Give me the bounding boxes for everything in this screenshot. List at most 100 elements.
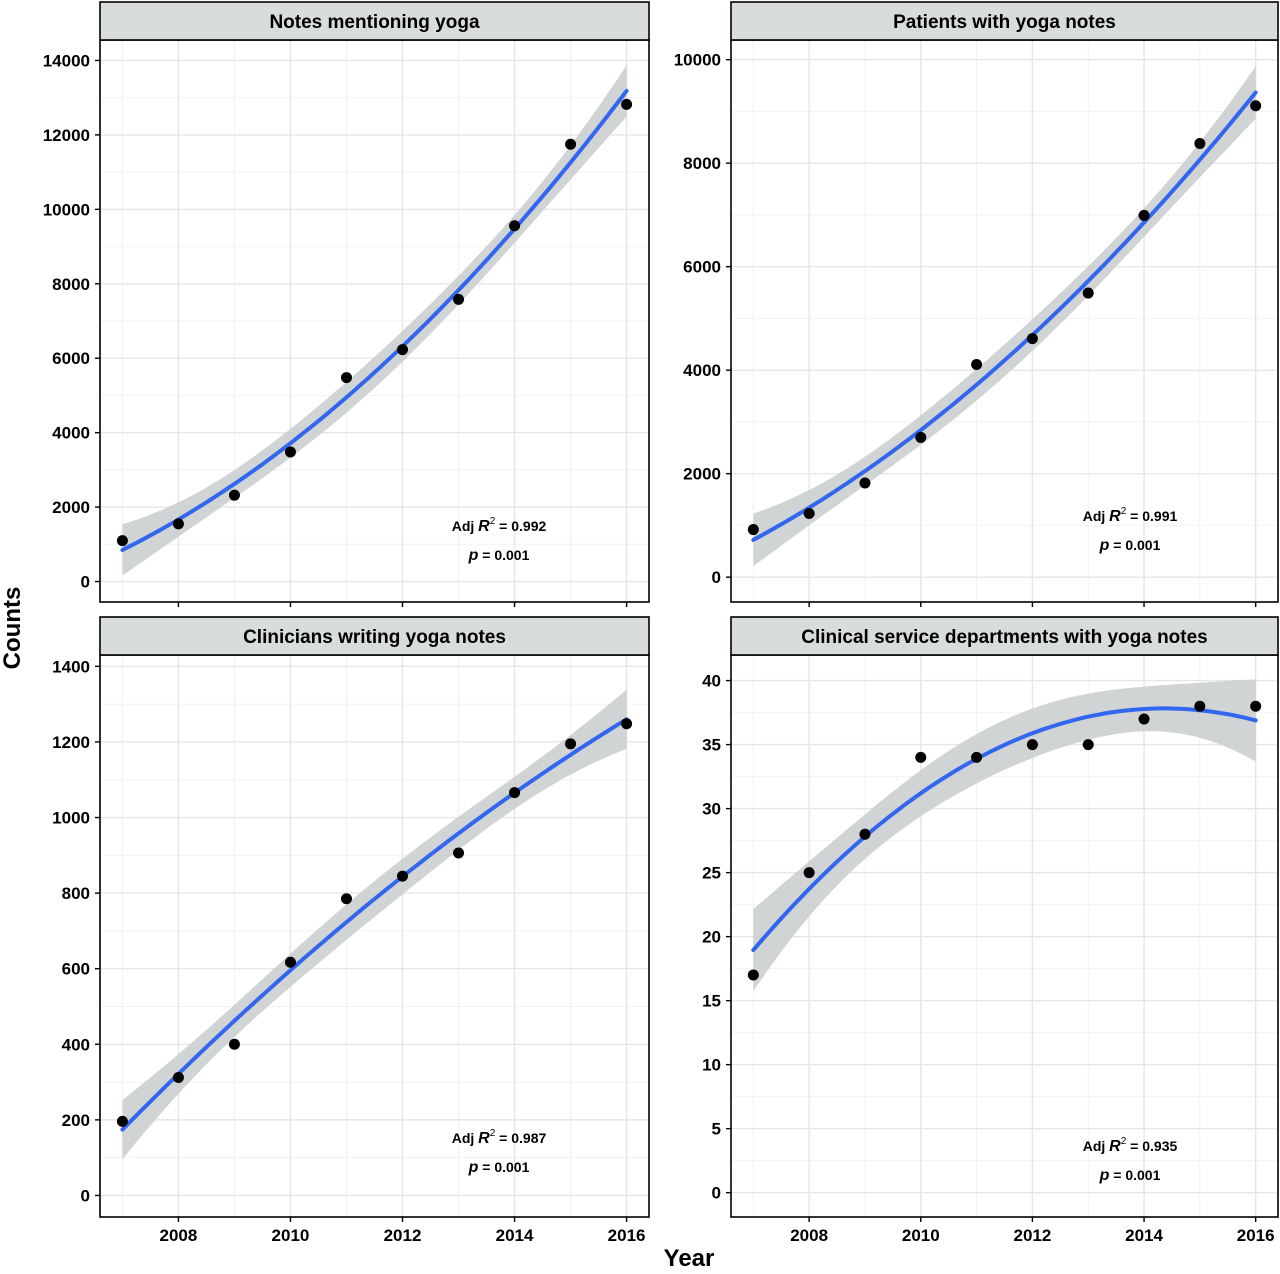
data-point [1250, 700, 1262, 712]
data-point [859, 828, 871, 840]
data-point [453, 293, 465, 305]
r2-value: = 0.987 [495, 1130, 546, 1146]
p-value: = 0.001 [1109, 537, 1160, 553]
data-point [1194, 700, 1206, 712]
y-tick-label: 4000 [52, 424, 90, 443]
y-tick-label: 800 [62, 884, 90, 903]
data-point [1250, 100, 1262, 112]
data-point [565, 138, 577, 150]
r2-label: Adj [452, 1130, 478, 1146]
data-point [509, 787, 521, 799]
y-tick-label: 400 [62, 1035, 90, 1054]
x-tick-label: 2012 [384, 1226, 422, 1245]
fit-line [120, 717, 629, 1132]
fit-line [751, 90, 1258, 542]
r2-label: Adj [1083, 1138, 1109, 1154]
y-tick-label: 6000 [52, 349, 90, 368]
panel-2: Patients with yoga notes 0 2000 4000 6000 800… [674, 1, 1279, 607]
panel-4: Clinical service departments with yoga n… [702, 616, 1279, 1245]
y-tick-label: 4000 [683, 361, 721, 380]
strip-background [730, 616, 1279, 656]
p-annotation: p = 0.001 [468, 1159, 530, 1176]
data-point [509, 220, 521, 232]
y-tick-label: 2000 [683, 465, 721, 484]
p-value: = 0.001 [478, 1159, 529, 1175]
y-tick-label: 8000 [52, 275, 90, 294]
panel-1: Notes mentioning yoga 0 2000 4000 6000 8000 10… [43, 1, 650, 607]
y-tick-label: 15 [702, 992, 721, 1011]
x-tick-label: 2008 [790, 1226, 828, 1245]
strip-background [730, 1, 1279, 41]
data-point [621, 98, 633, 110]
data-point [565, 738, 577, 750]
data-point [172, 518, 184, 530]
data-point [1138, 209, 1150, 221]
data-point [971, 358, 983, 370]
data-point [116, 535, 128, 547]
x-tick-label: 2010 [902, 1226, 940, 1245]
y-tick-label: 14000 [43, 51, 90, 70]
p-value: = 0.001 [1109, 1167, 1160, 1183]
data-point [915, 751, 927, 763]
x-tick-label: 2016 [608, 1226, 646, 1245]
r2-exponent: 2 [1121, 1136, 1127, 1147]
strip-background [99, 616, 650, 656]
r2-symbol: R [1109, 1138, 1121, 1155]
data-point [116, 1115, 128, 1127]
p-symbol: p [1099, 1167, 1110, 1184]
y-tick-label: 30 [702, 800, 721, 819]
r2-exponent: 2 [1121, 506, 1127, 517]
p-symbol: p [468, 1159, 479, 1176]
strip-background [99, 1, 650, 41]
x-tick-label: 2016 [1237, 1226, 1275, 1245]
x-tick-label: 2014 [1125, 1226, 1163, 1245]
r2-exponent: 2 [490, 1128, 496, 1139]
data-point [803, 867, 815, 879]
confidence-band [122, 689, 627, 1160]
y-tick-label: 10000 [674, 51, 721, 70]
p-symbol: p [1099, 537, 1110, 554]
r2-label: Adj [452, 518, 478, 534]
data-point [747, 524, 759, 536]
y-tick-label: 0 [712, 568, 721, 587]
confidence-band [753, 66, 1256, 567]
data-point [1082, 739, 1094, 751]
panel-3: Clinicians writing yoga notes 0 200 400 600 8… [52, 616, 650, 1245]
y-tick-label: 8000 [683, 154, 721, 173]
r2-label: Adj [1083, 508, 1109, 524]
data-point [340, 893, 352, 905]
y-tick-label: 20 [702, 928, 721, 947]
x-tick-label: 2012 [1013, 1226, 1051, 1245]
data-point [1138, 713, 1150, 725]
data-point [228, 1038, 240, 1050]
y-tick-label: 12000 [43, 126, 90, 145]
y-tick-label: 6000 [683, 258, 721, 277]
p-symbol: p [468, 547, 479, 564]
data-point [971, 751, 983, 763]
data-point [397, 344, 409, 356]
data-point [453, 847, 465, 859]
data-point [747, 969, 759, 981]
r2-symbol: R [478, 518, 490, 535]
r2-annotation: Adj R2 = 0.987 [452, 1128, 547, 1147]
y-tick-label: 35 [702, 736, 721, 755]
p-annotation: p = 0.001 [468, 547, 530, 564]
y-tick-label: 25 [702, 864, 721, 883]
r2-symbol: R [478, 1130, 490, 1147]
y-tick-label: 0 [712, 1184, 721, 1203]
data-point [284, 446, 296, 458]
x-tick-label: 2014 [496, 1226, 534, 1245]
data-point [621, 718, 633, 730]
r2-value: = 0.935 [1126, 1138, 1177, 1154]
y-tick-label: 1200 [52, 733, 90, 752]
data-point [803, 508, 815, 520]
panel-title: Notes mentioning yoga [269, 12, 480, 33]
data-point [1082, 287, 1094, 299]
panel-title: Clinical service departments with yoga n… [801, 627, 1208, 648]
x-tick-label: 2010 [272, 1226, 310, 1245]
y-tick-label: 600 [62, 960, 90, 979]
r2-value: = 0.991 [1126, 508, 1177, 524]
x-axis-title: Year [664, 1245, 715, 1272]
data-point [284, 956, 296, 968]
